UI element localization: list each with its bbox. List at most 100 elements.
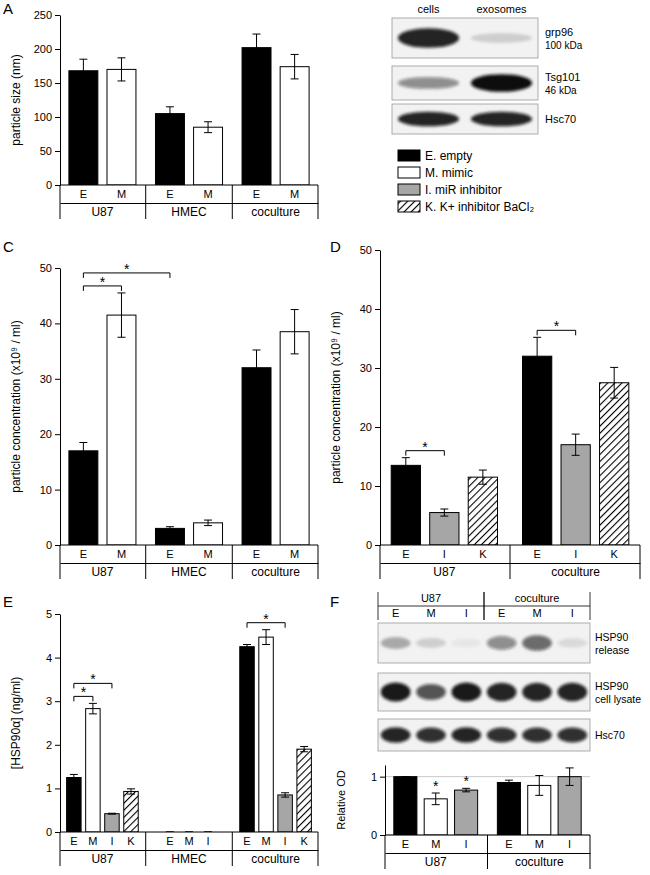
group-separator [232, 185, 233, 219]
plot-marks [394, 768, 581, 835]
legend-label: M. mimic [425, 166, 473, 180]
group-separator [318, 832, 319, 866]
bar [259, 637, 273, 832]
bar-label: I [443, 548, 446, 560]
baseline [60, 185, 318, 186]
panel-letter: D [330, 238, 341, 255]
y-axis-title: particle concentration (x10⁹ / ml) [9, 320, 23, 493]
blot-band [487, 727, 517, 742]
y-tick: 0 [46, 539, 60, 551]
group-separator [60, 185, 61, 219]
error-bar [300, 747, 308, 752]
y-tick: 3 [46, 695, 60, 707]
bar [394, 777, 417, 835]
bar-label: M [290, 548, 299, 560]
y-tick-mark [55, 268, 60, 269]
error-bar [166, 107, 174, 121]
blot-band [381, 637, 411, 649]
baseline [60, 545, 318, 546]
bar-label: K [479, 548, 487, 560]
error-bar [70, 774, 78, 780]
bar-label: M [117, 548, 126, 560]
group-label: coculture [251, 565, 300, 579]
y-axis: 050100150200250 [34, 9, 61, 191]
group-separator [318, 545, 319, 579]
plot-marks [69, 293, 309, 545]
lane-label: E [392, 607, 399, 619]
y-tick-mark [55, 832, 60, 833]
y-tick-label: 0 [366, 539, 372, 551]
y-tick-mark [55, 83, 60, 84]
bar-label: E [166, 188, 173, 200]
lane-label: E [498, 607, 505, 619]
y-tick: 50 [40, 262, 60, 274]
bar-label: M [184, 835, 193, 847]
y-tick-mark [55, 151, 60, 152]
group-tick: U87 [425, 853, 447, 869]
lane-label: I [465, 607, 468, 619]
blot-band [398, 77, 459, 89]
bar [497, 783, 520, 836]
y-tick-label: 0 [46, 539, 52, 551]
chart-panel: DEIKEIK01020304050particle concentration… [329, 238, 641, 579]
error-bar [533, 337, 541, 375]
y-tick-mark [380, 835, 385, 836]
error-bar [566, 768, 574, 786]
group-tick: U87 [91, 203, 113, 219]
group-label: U87 [91, 565, 113, 579]
legend-label: E. empty [425, 149, 472, 163]
bar-label: E [80, 548, 87, 560]
y-tick-mark [55, 434, 60, 435]
y-axis-line [380, 251, 381, 546]
bar-label: I [574, 548, 577, 560]
group-separator [145, 185, 146, 219]
y-tick-mark [55, 545, 60, 546]
blot-band [487, 683, 517, 702]
group-tick: HMEC [171, 203, 207, 219]
y-axis-line [60, 615, 61, 833]
bar-label: E [402, 838, 409, 850]
lane-label: M [426, 607, 435, 619]
group-tick: U87 [91, 850, 113, 866]
y-tick-mark [55, 15, 60, 16]
y-tick-mark [375, 427, 380, 428]
bar [455, 790, 478, 835]
y-tick-label: 0 [371, 829, 377, 841]
blot-row-label: release [595, 644, 630, 656]
y-tick: 50 [360, 244, 380, 256]
blot-membrane [392, 104, 538, 134]
blot-row-label: cell lysate [595, 693, 641, 705]
significance-star: * [90, 671, 96, 687]
group-separator [60, 545, 61, 579]
y-tick-label: 40 [40, 317, 52, 329]
y-tick: 1 [46, 782, 60, 794]
bar-label: I [568, 838, 571, 850]
error-bar [89, 703, 97, 713]
group-tick: coculture [251, 850, 300, 866]
blot-band [416, 638, 446, 648]
y-axis-line [60, 269, 61, 546]
bar [297, 749, 311, 832]
bar [107, 315, 136, 545]
legend-swatch [398, 201, 420, 212]
blot-band [381, 727, 411, 743]
y-tick-label: 50 [40, 145, 52, 157]
blot-band [557, 638, 587, 647]
y-tick: 0 [46, 179, 60, 191]
group-axis: U87HMECcoculture [61, 203, 319, 219]
y-tick: 0 [371, 829, 385, 841]
panel-letter: A [3, 0, 13, 17]
error-bar [243, 645, 251, 649]
error-bar [505, 780, 513, 785]
blot-size-label: 100 kDa [545, 40, 583, 51]
blot-band [522, 727, 552, 742]
error-bar [572, 434, 580, 455]
group-label: HMEC [171, 565, 207, 579]
group-tick: U87 [433, 563, 455, 579]
y-tick-mark [375, 250, 380, 251]
y-tick-label: 250 [34, 9, 52, 21]
lane-group-label: coculture [515, 592, 560, 604]
significance-star: * [554, 318, 560, 334]
lane-label: M [532, 607, 541, 619]
y-tick: 20 [360, 421, 380, 433]
